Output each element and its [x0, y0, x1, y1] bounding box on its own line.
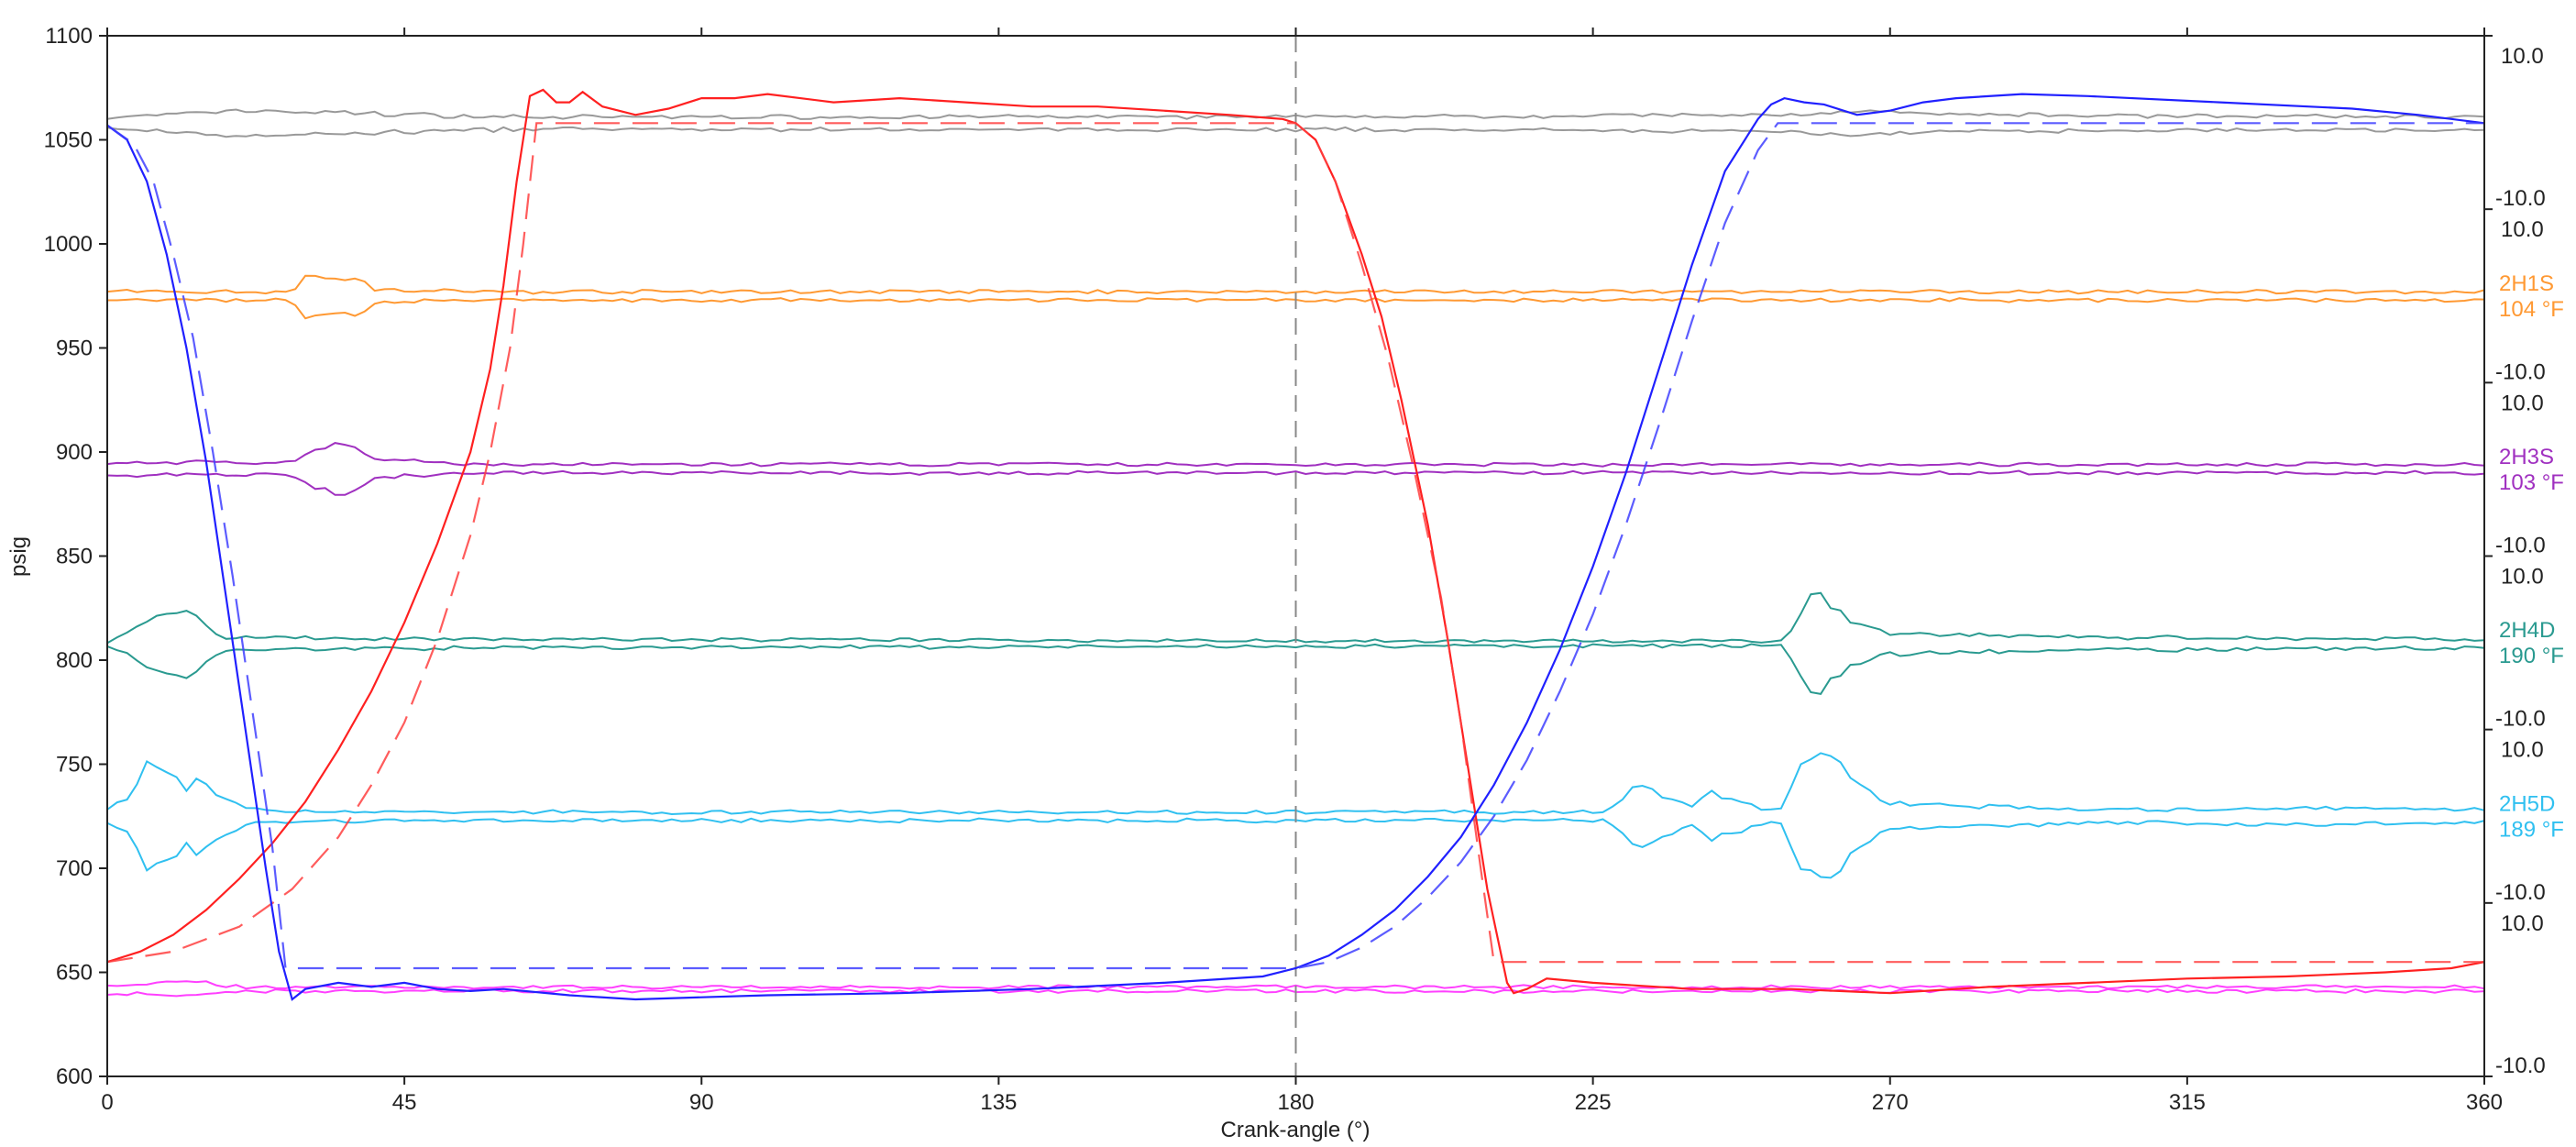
plot-area	[106, 36, 2485, 1076]
right-band-bottom-label: -10.0	[2495, 707, 2546, 732]
x-tick-label: 270	[1872, 1090, 1909, 1115]
x-tick-label: 0	[101, 1090, 113, 1115]
y-tick-label: 1050	[44, 128, 93, 153]
y-tick-label: 800	[56, 648, 93, 673]
right-band-bottom-label: -10.0	[2495, 534, 2546, 558]
x-tick-label: 315	[2169, 1090, 2206, 1115]
y-tick-label: 1100	[45, 24, 93, 49]
trace-upper-line	[106, 442, 2485, 468]
right-band-top-label: 10.0	[2501, 44, 2544, 69]
right-band-bottom-label: -10.0	[2495, 880, 2546, 905]
trace-upper-line	[106, 274, 2485, 295]
y-tick-label: 650	[56, 961, 93, 986]
x-tick-label: 45	[392, 1090, 417, 1115]
trace-name-label: 2H1S	[2499, 271, 2554, 296]
y-axis-title: psig	[6, 536, 31, 577]
x-tick-label: 90	[689, 1090, 714, 1115]
right-band-bottom-label: -10.0	[2495, 359, 2546, 384]
y-tick-label: 1000	[44, 232, 93, 257]
right-band-top-label: 10.0	[2501, 911, 2544, 936]
axes: 0 45 90 135 180 225 270 315 360 600 650 700 750 800 85…	[44, 24, 2546, 1115]
trace-lower-line	[106, 126, 2485, 138]
series-line-3	[106, 122, 2484, 970]
right-band-top-label: 10.0	[2501, 217, 2544, 242]
x-tick-label: 180	[1277, 1090, 1314, 1115]
trace-upper-line	[106, 980, 2485, 990]
x-tick-label: 225	[1575, 1090, 1612, 1115]
trace-name-label: 2H3S	[2499, 445, 2554, 469]
right-band-top-label: 10.0	[2501, 738, 2544, 763]
trace-2H3S	[106, 442, 2485, 496]
trace-temperature-label: 189 °F	[2499, 817, 2564, 842]
trace-temperature-label: 103 °F	[2499, 470, 2564, 495]
trace-temperature-label: 190 °F	[2499, 644, 2564, 668]
right-band-top-label: 10.0	[2501, 391, 2544, 415]
right-band-bottom-label: -10.0	[2495, 186, 2546, 211]
y-tick-label: 850	[56, 545, 93, 569]
trace-lower-line	[106, 643, 2485, 696]
x-tick-label: 360	[2466, 1090, 2503, 1115]
trace-lower-line	[106, 469, 2485, 496]
trace-name-label: 2H5D	[2499, 791, 2555, 816]
right-band-bottom-label: -10.0	[2495, 1053, 2546, 1078]
x-axis-title: Crank-angle (°)	[1221, 1118, 1371, 1142]
y-tick-label: 900	[56, 440, 93, 465]
y-tick-label: 700	[56, 856, 93, 881]
x-tick-label: 135	[980, 1090, 1017, 1115]
series-line-2	[106, 93, 2485, 1001]
y-tick-label: 600	[56, 1064, 93, 1089]
trace-temperature-label: 104 °F	[2499, 297, 2564, 322]
trace-name-label: 2H4D	[2499, 618, 2555, 643]
right-band-top-label: 10.0	[2501, 565, 2544, 590]
y-tick-label: 950	[56, 336, 93, 361]
y-tick-label: 750	[56, 753, 93, 778]
series-line-0	[106, 88, 2485, 995]
